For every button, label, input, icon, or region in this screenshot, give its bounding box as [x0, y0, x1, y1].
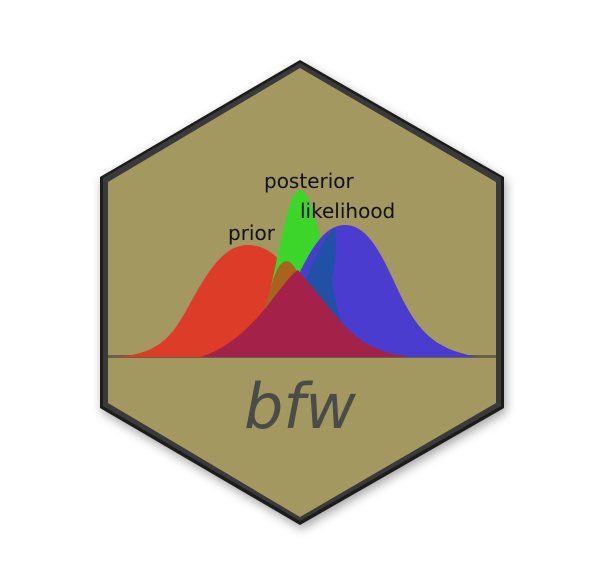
logo-wordmark: bfw: [244, 370, 356, 443]
label-likelihood: likelihood: [300, 199, 395, 223]
overlap-all-curves: [200, 270, 410, 357]
label-prior: prior: [228, 221, 276, 245]
label-posterior: posterior: [264, 169, 355, 193]
